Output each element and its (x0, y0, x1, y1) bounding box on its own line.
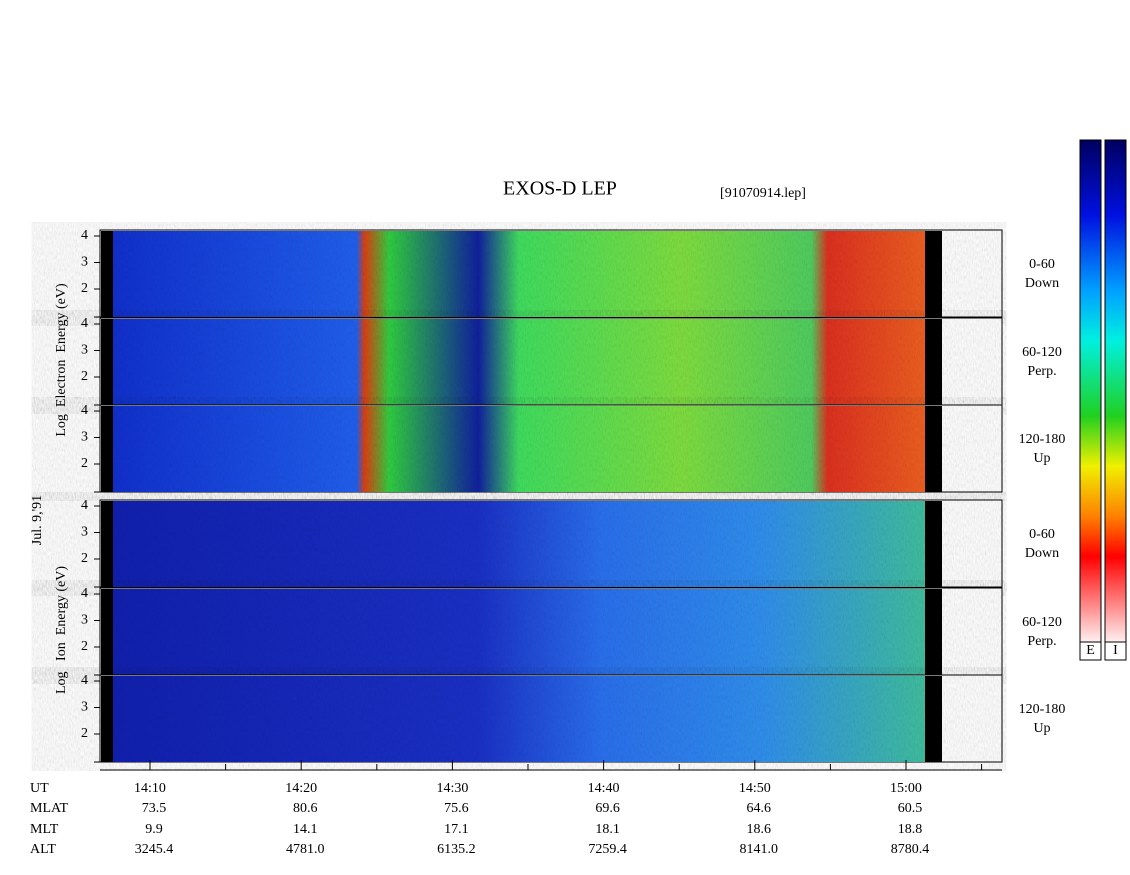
black-strip (925, 406, 942, 492)
spectrogram-texture (113, 231, 925, 317)
cell: 3245.4 (135, 842, 174, 857)
cell: 69.6 (595, 801, 620, 816)
direction: Down (1025, 276, 1059, 291)
tick-label: 3 (81, 343, 88, 358)
title: EXOS-D LEP (503, 178, 617, 200)
cell: 15:00 (890, 781, 922, 796)
pitch-angle: 0-60 (1029, 527, 1055, 542)
orbit-table: UT MLAT MLT ALT 14:10 73.5 9.9 3245.4 14:20 80.6 1… (30, 781, 929, 857)
tick-label: 3 (81, 525, 88, 540)
tick-label: 4 (81, 673, 88, 688)
cell: 14:10 (134, 781, 166, 796)
tick-label: 2 (81, 281, 88, 296)
tick-label: 4 (81, 228, 88, 243)
direction: Perp. (1027, 634, 1056, 649)
color-bar (1104, 139, 1127, 643)
spectrogram-texture (113, 501, 925, 587)
cell: 8141.0 (740, 842, 779, 857)
cell: 14:40 (588, 781, 620, 796)
spectrogram-texture (113, 676, 925, 762)
black-strip (925, 231, 942, 317)
pitch-angle: 0-60 (1029, 257, 1055, 272)
tick-label: 3 (81, 613, 88, 628)
cell: 75.6 (444, 801, 469, 816)
black-strip (925, 501, 942, 587)
tick-label: 4 (81, 586, 88, 601)
tick-label: 4 (81, 403, 88, 418)
cell: 8780.4 (891, 842, 930, 857)
tick-label: 3 (81, 430, 88, 445)
cell: 14:30 (436, 781, 468, 796)
file-name: [91070914.lep] (720, 186, 806, 201)
black-strip (101, 676, 113, 762)
cell: 4781.0 (286, 842, 325, 857)
date: Jul. 9,'91 (30, 495, 45, 545)
black-strip (101, 501, 113, 587)
cell: 73.5 (142, 801, 167, 816)
cell: 18.1 (595, 822, 620, 837)
cell: 80.6 (293, 801, 318, 816)
tick-label: 2 (81, 726, 88, 741)
black-strip (101, 319, 113, 405)
black-strip (101, 406, 113, 492)
ion-axis-label: Log Ion Energy (eV) (54, 566, 69, 694)
black-strip (101, 589, 113, 675)
tick-label: 2 (81, 551, 88, 566)
color-bar-label: I (1113, 643, 1118, 658)
color-bar-label: E (1086, 643, 1095, 658)
spectrogram-texture (113, 319, 925, 405)
row-label: UT (30, 781, 49, 796)
tick-label: 3 (81, 255, 88, 270)
black-strip (925, 319, 942, 405)
tick-label: 3 (81, 700, 88, 715)
row-label: MLAT (30, 801, 69, 816)
cell: 18.6 (747, 822, 772, 837)
direction: Down (1025, 546, 1059, 561)
black-strip (925, 589, 942, 675)
cell: 14:20 (285, 781, 317, 796)
pitch-angle: 60-120 (1022, 345, 1062, 360)
cell: 7259.4 (588, 842, 627, 857)
row-label: ALT (30, 842, 56, 857)
row-label: MLT (30, 822, 59, 837)
panels: 4 3 2 0-60 Down 4 3 2 60-120 Perp. 4 3 2 120-180 Up 4 3 2… (81, 228, 1066, 763)
tick-label: 2 (81, 456, 88, 471)
cell: 14:50 (739, 781, 771, 796)
spectrogram-texture (113, 406, 925, 492)
cell: 9.9 (145, 822, 163, 837)
tick-label: 2 (81, 369, 88, 384)
electron-axis-label: Log Electron Energy (eV) (54, 283, 69, 437)
cell: 18.8 (898, 822, 923, 837)
tick-label: 4 (81, 498, 88, 513)
cell: 17.1 (444, 822, 469, 837)
direction: Perp. (1027, 364, 1056, 379)
pitch-angle: 120-180 (1019, 432, 1066, 447)
cell: 14.1 (293, 822, 318, 837)
tick-label: 2 (81, 639, 88, 654)
spectrogram-texture (113, 589, 925, 675)
pitch-angle: 120-180 (1019, 702, 1066, 717)
black-strip (925, 676, 942, 762)
time-axis (100, 760, 1002, 771)
color-bar-label-box (1079, 641, 1102, 661)
cell: 6135.2 (437, 842, 476, 857)
direction: Up (1033, 451, 1050, 466)
color-bar (1079, 139, 1102, 643)
pitch-angle: 60-120 (1022, 615, 1062, 630)
black-strip (101, 231, 113, 317)
cell: 64.6 (747, 801, 772, 816)
tick-label: 4 (81, 316, 88, 331)
color-bar-label-box (1104, 641, 1127, 661)
cell: 60.5 (898, 801, 923, 816)
direction: Up (1033, 721, 1050, 736)
